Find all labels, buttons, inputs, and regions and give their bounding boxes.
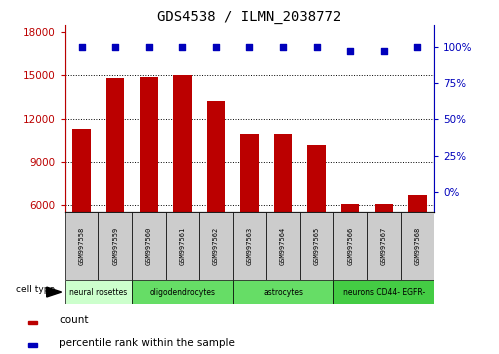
Point: [145, 44, 153, 50]
Bar: [207, 101, 225, 292]
Bar: [28, 343, 37, 347]
Bar: [132, 212, 166, 280]
Text: GSM997560: GSM997560: [146, 227, 152, 265]
Point: [246, 44, 253, 50]
Point: [313, 44, 321, 50]
Bar: [199, 212, 233, 280]
Text: GSM997566: GSM997566: [347, 227, 353, 265]
Point: [212, 44, 220, 50]
Text: neural rosettes: neural rosettes: [69, 287, 128, 297]
Bar: [367, 212, 401, 280]
Bar: [132, 280, 233, 304]
Point: [413, 44, 421, 50]
Bar: [65, 280, 132, 304]
Text: GSM997559: GSM997559: [112, 227, 118, 265]
Bar: [233, 212, 266, 280]
Bar: [106, 78, 124, 292]
Bar: [341, 204, 359, 292]
Text: neurons CD44- EGFR-: neurons CD44- EGFR-: [343, 287, 425, 297]
Text: oligodendrocytes: oligodendrocytes: [149, 287, 216, 297]
Text: GSM997568: GSM997568: [414, 227, 420, 265]
Bar: [98, 212, 132, 280]
Title: GDS4538 / ILMN_2038772: GDS4538 / ILMN_2038772: [157, 10, 342, 24]
Text: GSM997564: GSM997564: [280, 227, 286, 265]
Polygon shape: [47, 287, 61, 297]
Point: [111, 44, 119, 50]
Text: GSM997562: GSM997562: [213, 227, 219, 265]
Bar: [233, 280, 333, 304]
Bar: [333, 280, 434, 304]
Bar: [240, 135, 258, 292]
Text: GSM997567: GSM997567: [381, 227, 387, 265]
Bar: [307, 144, 326, 292]
Bar: [65, 212, 98, 280]
Point: [380, 48, 388, 54]
Point: [178, 44, 186, 50]
Text: GSM997565: GSM997565: [314, 227, 320, 265]
Text: astrocytes: astrocytes: [263, 287, 303, 297]
Text: GSM997561: GSM997561: [179, 227, 185, 265]
Bar: [173, 75, 192, 292]
Bar: [375, 204, 393, 292]
Bar: [28, 321, 37, 324]
Bar: [166, 212, 199, 280]
Bar: [72, 129, 91, 292]
Bar: [274, 134, 292, 292]
Point: [279, 44, 287, 50]
Text: count: count: [59, 315, 89, 325]
Point: [78, 44, 86, 50]
Bar: [401, 212, 434, 280]
Text: GSM997558: GSM997558: [79, 227, 85, 265]
Bar: [140, 77, 158, 292]
Bar: [333, 212, 367, 280]
Point: [346, 48, 354, 54]
Text: percentile rank within the sample: percentile rank within the sample: [59, 338, 235, 348]
Text: GSM997563: GSM997563: [247, 227, 252, 265]
Text: cell type: cell type: [16, 285, 55, 294]
Bar: [300, 212, 333, 280]
Bar: [408, 195, 427, 292]
Bar: [266, 212, 300, 280]
